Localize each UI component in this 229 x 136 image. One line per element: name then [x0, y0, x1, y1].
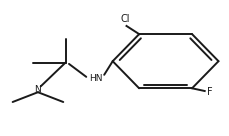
- Text: N: N: [34, 85, 41, 94]
- Text: F: F: [206, 87, 212, 97]
- Text: Cl: Cl: [120, 14, 130, 24]
- Text: HN: HN: [88, 74, 102, 83]
